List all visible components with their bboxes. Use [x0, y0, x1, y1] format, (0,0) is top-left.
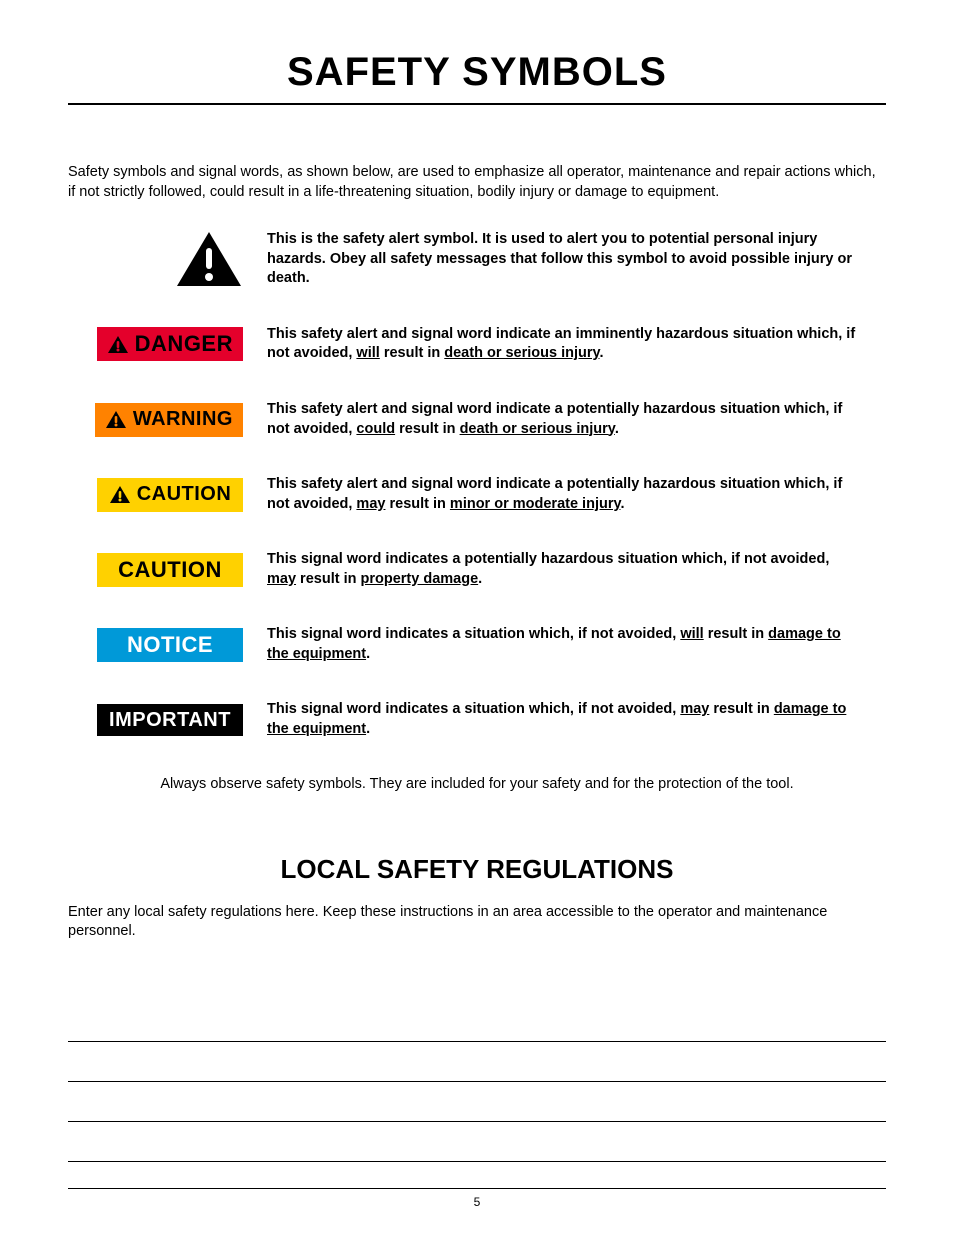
page-title: SAFETY SYMBOLS — [68, 50, 886, 105]
important-label: IMPORTANT — [109, 709, 231, 732]
text: minor or moderate injury — [450, 496, 621, 512]
notice-label: NOTICE — [127, 632, 213, 658]
write-line — [68, 1082, 886, 1122]
write-line — [68, 1042, 886, 1082]
danger-label-box: DANGER — [97, 327, 243, 361]
text: result in — [395, 421, 459, 437]
warning-label-box: WARNING — [95, 403, 243, 437]
caution-a-label: CAUTION — [137, 483, 232, 506]
text: property damage — [361, 571, 479, 587]
text: . — [620, 496, 624, 512]
row-danger: DANGER This safety alert and signal word… — [97, 325, 857, 364]
text: . — [478, 571, 482, 587]
symbol-alert — [97, 230, 267, 288]
text: This signal word indicates a situation w… — [267, 626, 680, 642]
text: result in — [385, 496, 449, 512]
text: . — [366, 646, 370, 662]
page: SAFETY SYMBOLS Safety symbols and signal… — [0, 0, 954, 1235]
row-alert: This is the safety alert symbol. It is u… — [97, 230, 857, 289]
desc-alert: This is the safety alert symbol. It is u… — [267, 230, 857, 289]
alert-triangle-icon — [175, 230, 243, 288]
text: may — [680, 701, 709, 717]
warning-label: WARNING — [133, 408, 233, 431]
text: . — [600, 345, 604, 361]
caution-b-label: CAUTION — [118, 557, 222, 583]
desc-caution-a: This safety alert and signal word indica… — [267, 475, 857, 514]
text: may — [356, 496, 385, 512]
desc-notice: This signal word indicates a situation w… — [267, 625, 857, 664]
text: . — [615, 421, 619, 437]
danger-label: DANGER — [135, 331, 233, 357]
text: death or serious injury — [444, 345, 599, 361]
desc-danger: This safety alert and signal word indica… — [267, 325, 857, 364]
section2-text: Enter any local safety regulations here.… — [68, 903, 886, 942]
desc-warning: This safety alert and signal word indica… — [267, 400, 857, 439]
row-caution-a: CAUTION This safety alert and signal wor… — [97, 475, 857, 514]
text: will — [356, 345, 379, 361]
symbol-important: IMPORTANT — [97, 704, 267, 736]
desc-important: This signal word indicates a situation w… — [267, 700, 857, 739]
footnote: Always observe safety symbols. They are … — [68, 776, 886, 792]
symbol-danger: DANGER — [97, 327, 267, 361]
text: result in — [704, 626, 768, 642]
important-label-box: IMPORTANT — [97, 704, 243, 736]
text: result in — [296, 571, 360, 587]
write-in-lines — [68, 1002, 886, 1162]
symbol-notice: NOTICE — [97, 628, 267, 662]
text: . — [366, 721, 370, 737]
row-caution-b: CAUTION This signal word indicates a pot… — [97, 550, 857, 589]
text: result in — [709, 701, 773, 717]
text: may — [267, 571, 296, 587]
symbol-rows: This is the safety alert symbol. It is u… — [97, 230, 857, 739]
caution-b-label-box: CAUTION — [97, 553, 243, 587]
alert-triangle-icon — [105, 410, 127, 429]
row-important: IMPORTANT This signal word indicates a s… — [97, 700, 857, 739]
caution-a-label-box: CAUTION — [97, 478, 243, 512]
alert-triangle-icon — [109, 485, 131, 504]
write-line — [68, 1002, 886, 1042]
page-footer: 5 — [68, 1188, 886, 1209]
notice-label-box: NOTICE — [97, 628, 243, 662]
row-notice: NOTICE This signal word indicates a situ… — [97, 625, 857, 664]
symbol-warning: WARNING — [97, 403, 267, 437]
text: This signal word indicates a situation w… — [267, 701, 680, 717]
page-number: 5 — [474, 1195, 481, 1209]
intro-paragraph: Safety symbols and signal words, as show… — [68, 163, 886, 202]
text: will — [680, 626, 703, 642]
row-warning: WARNING This safety alert and signal wor… — [97, 400, 857, 439]
symbol-caution-b: CAUTION — [97, 553, 267, 587]
text: death or serious injury — [460, 421, 615, 437]
alert-triangle-icon — [107, 335, 129, 354]
section2-title: LOCAL SAFETY REGULATIONS — [68, 854, 886, 885]
write-line — [68, 1122, 886, 1162]
text: could — [356, 421, 395, 437]
text: This signal word indicates a potentially… — [267, 551, 829, 567]
symbol-caution-a: CAUTION — [97, 478, 267, 512]
desc-caution-b: This signal word indicates a potentially… — [267, 550, 857, 589]
text: result in — [380, 345, 444, 361]
